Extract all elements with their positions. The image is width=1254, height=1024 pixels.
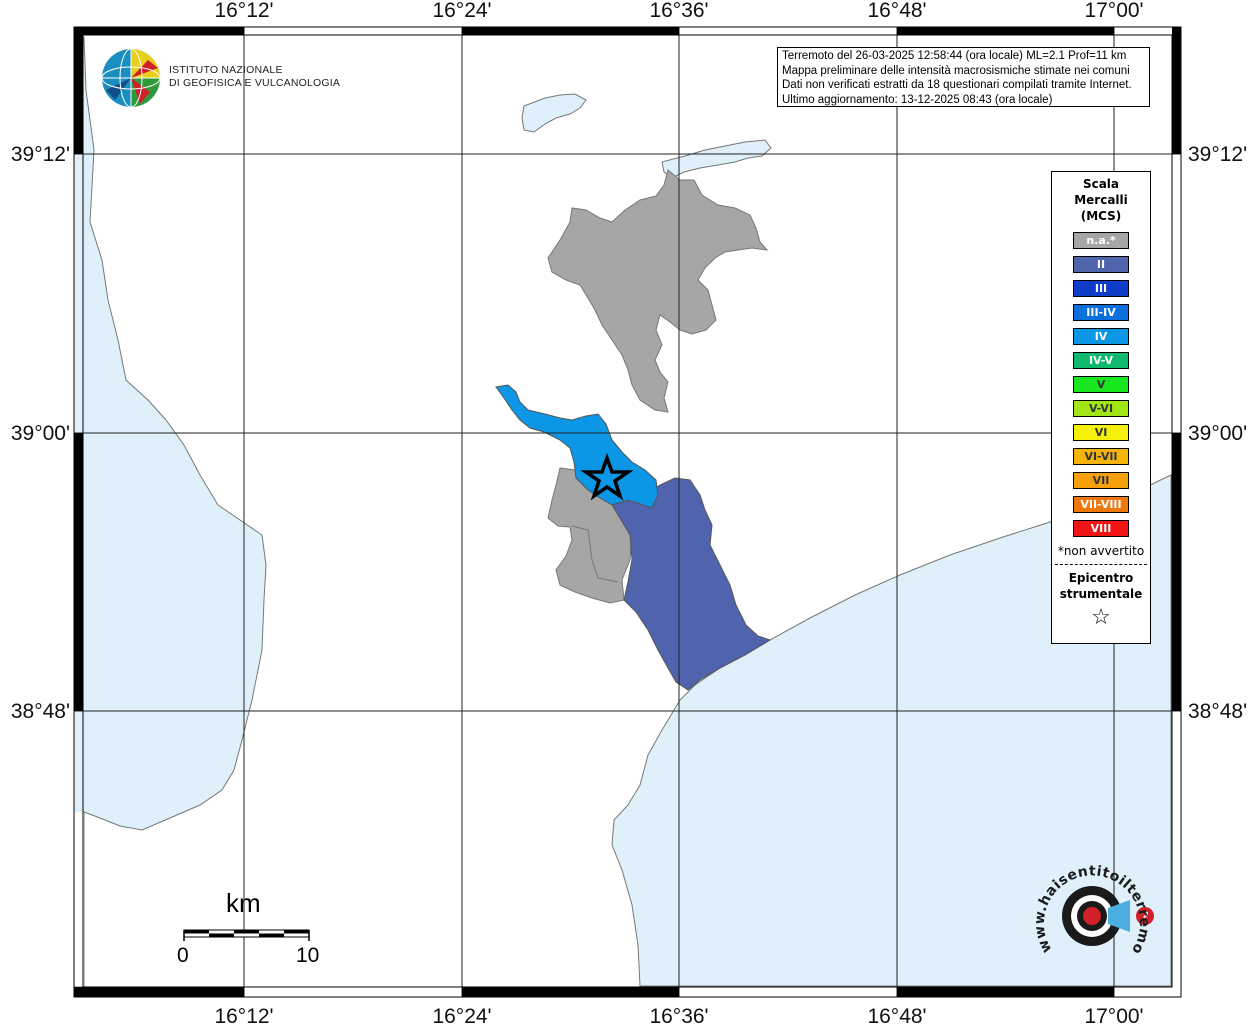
haisentito-question-mark: ? [1141,910,1149,925]
lon-label-bottom-2: 16°24' [432,1005,491,1024]
sea-west [73,36,267,987]
lat-label-right-3: 38°48' [1188,700,1247,723]
scale-bar-unit: km [226,888,261,918]
legend-item-ii: II [1073,256,1129,273]
area-not-felt-north [547,169,769,413]
legend-item-iv: IV [1073,328,1129,345]
area-intensity-II [611,477,772,691]
lake-arvo [521,93,587,133]
event-info-line2: Mappa preliminare delle intensità macros… [782,64,1130,77]
lon-label-top-4: 16°48' [867,0,926,22]
graticule [74,27,1181,997]
legend-item-iii: III [1073,280,1129,297]
epicenter-star-icon [580,452,634,501]
lon-label-top-3: 16°36' [649,0,708,22]
legend-item-v-vi: V-VI [1073,400,1129,417]
intensity-legend: Scala Mercalli (MCS) n.a.* II III III-IV IV I… [1051,171,1151,644]
lon-label-top-1: 16°12' [214,0,273,22]
scale-bar-end: 10 [296,944,320,967]
ingv-name-line1: ISTITUTO NAZIONALE [169,64,283,76]
legend-item-vi-vii: VI-VII [1073,448,1129,465]
event-info-box: Terremoto del 26-03-2025 12:58:44 (ora l… [777,47,1150,107]
lat-label-left-2: 39°00' [11,422,70,445]
event-info-line1: Terremoto del 26-03-2025 12:58:44 (ora l… [782,50,1127,62]
legend-epicenter-star-icon: ☆ [1091,605,1111,630]
ingv-name-line2: DI GEOFISICA E VULCANOLOGIA [169,77,341,89]
event-info-line3: Dati non verificati estratti da 18 quest… [782,79,1132,92]
legend-title: Scala Mercalli (MCS) [1074,177,1128,223]
lon-label-bottom-3: 16°36' [649,1005,708,1024]
legend-item-viii: VIII [1073,520,1129,537]
legend-item-iv-v: IV-V [1073,352,1129,369]
legend-item-v: V [1073,376,1129,393]
lon-label-top-5: 17°00' [1084,0,1143,22]
legend-item-vi: VI [1073,424,1129,441]
lon-label-top-2: 16°24' [432,0,491,22]
sea-east [611,474,1172,987]
lat-label-left-1: 39°12' [11,143,70,166]
legend-divider [1055,564,1147,565]
scale-bar [183,929,310,941]
legend-item-iii-iv: III-IV [1073,304,1129,321]
legend-item-vii-viii: VII-VIII [1073,496,1129,513]
ingv-name: ISTITUTO NAZIONALE DI GEOFISICA E VULCAN… [169,64,340,90]
legend-item-n-a: n.a.* [1073,232,1129,249]
event-info-line4: Ultimo aggiornamento: 13-12-2025 08:43 (… [782,93,1053,106]
legend-item-vii: VII [1073,472,1129,489]
legend-scale: n.a.* II III III-IV IV IV-V V V-VI VI VI-VII VII VI… [1052,232,1150,537]
lon-label-bottom-1: 16°12' [214,1005,273,1024]
map-frame [73,26,1182,998]
ingv-logo-icon [101,48,161,108]
lon-label-bottom-4: 16°48' [867,1005,926,1024]
lat-label-right-2: 39°00' [1188,422,1247,445]
scale-bar-start: 0 [177,944,189,967]
lake-ampollino [661,139,772,179]
legend-epicenter-label: Epicentro strumentale [1059,571,1143,601]
lon-label-bottom-5: 17°00' [1084,1005,1143,1024]
lat-label-right-1: 39°12' [1188,143,1247,166]
lat-label-left-3: 38°48' [11,700,70,723]
legend-note: *non avvertito [1057,544,1145,558]
